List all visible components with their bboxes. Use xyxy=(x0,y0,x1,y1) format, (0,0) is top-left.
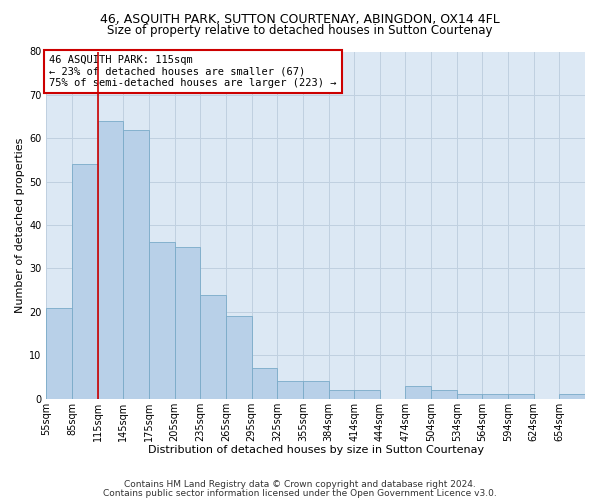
Y-axis label: Number of detached properties: Number of detached properties xyxy=(15,138,25,313)
Bar xyxy=(72,164,98,398)
Bar xyxy=(149,242,175,398)
Text: Contains HM Land Registry data © Crown copyright and database right 2024.: Contains HM Land Registry data © Crown c… xyxy=(124,480,476,489)
Text: Contains public sector information licensed under the Open Government Licence v3: Contains public sector information licen… xyxy=(103,488,497,498)
Bar xyxy=(406,386,431,398)
Bar xyxy=(124,130,149,398)
Bar xyxy=(277,382,303,398)
Bar xyxy=(303,382,329,398)
Bar xyxy=(329,390,354,398)
Bar xyxy=(226,316,251,398)
Bar xyxy=(200,294,226,399)
X-axis label: Distribution of detached houses by size in Sutton Courtenay: Distribution of detached houses by size … xyxy=(148,445,484,455)
Text: 46, ASQUITH PARK, SUTTON COURTENAY, ABINGDON, OX14 4FL: 46, ASQUITH PARK, SUTTON COURTENAY, ABIN… xyxy=(100,12,500,26)
Bar xyxy=(354,390,380,398)
Text: 46 ASQUITH PARK: 115sqm
← 23% of detached houses are smaller (67)
75% of semi-de: 46 ASQUITH PARK: 115sqm ← 23% of detache… xyxy=(49,55,337,88)
Bar xyxy=(457,394,482,398)
Bar xyxy=(251,368,277,398)
Bar xyxy=(46,308,72,398)
Text: Size of property relative to detached houses in Sutton Courtenay: Size of property relative to detached ho… xyxy=(107,24,493,37)
Bar xyxy=(175,247,200,398)
Bar xyxy=(482,394,508,398)
Bar xyxy=(559,394,585,398)
Bar xyxy=(431,390,457,398)
Bar xyxy=(508,394,534,398)
Bar xyxy=(98,121,124,398)
